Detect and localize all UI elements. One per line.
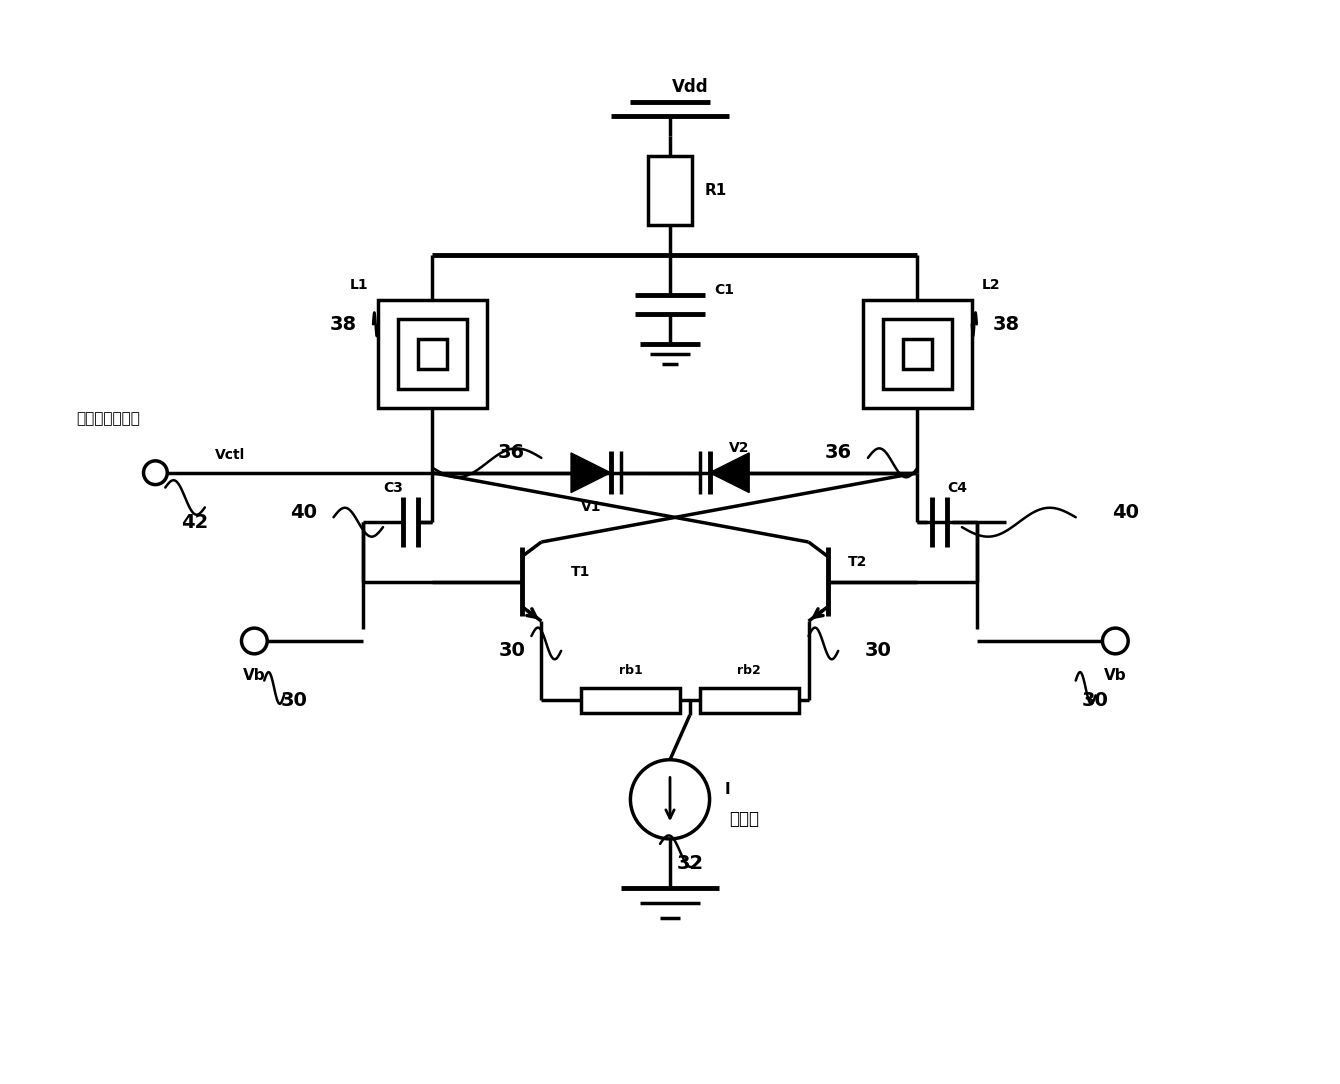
Text: V2: V2 — [729, 441, 749, 455]
Text: C1: C1 — [714, 283, 734, 297]
Text: 30: 30 — [864, 642, 891, 660]
Text: 30: 30 — [1083, 691, 1110, 710]
Bar — [418, 339, 448, 369]
Text: 30: 30 — [498, 642, 525, 660]
Text: R1: R1 — [705, 183, 726, 198]
Bar — [699, 688, 799, 712]
Text: C3: C3 — [383, 480, 403, 494]
Text: 恒流源: 恒流源 — [729, 810, 760, 828]
Text: V1: V1 — [580, 501, 602, 515]
Text: T1: T1 — [571, 565, 591, 579]
Polygon shape — [571, 453, 611, 492]
Text: rb1: rb1 — [619, 664, 642, 678]
Bar — [378, 299, 486, 409]
Text: 来自环路滤波器: 来自环路滤波器 — [76, 411, 141, 426]
Bar — [398, 320, 468, 388]
Text: Vb: Vb — [243, 668, 265, 683]
Polygon shape — [710, 453, 749, 492]
Text: L2: L2 — [982, 278, 1001, 292]
Bar — [883, 320, 951, 388]
FancyArrowPatch shape — [813, 609, 823, 617]
Text: C4: C4 — [947, 480, 967, 494]
Text: rb2: rb2 — [737, 664, 761, 678]
Text: 36: 36 — [824, 443, 852, 463]
Text: I: I — [725, 782, 730, 797]
Bar — [903, 339, 933, 369]
Text: 40: 40 — [1112, 503, 1139, 521]
Text: 38: 38 — [330, 314, 356, 334]
Text: Vctl: Vctl — [214, 448, 245, 462]
Text: L1: L1 — [350, 278, 368, 292]
Text: Vdd: Vdd — [671, 78, 708, 95]
Bar — [582, 688, 679, 712]
FancyArrowPatch shape — [527, 609, 536, 617]
Text: Vb: Vb — [1104, 668, 1127, 683]
Text: 30: 30 — [280, 691, 307, 710]
Text: 38: 38 — [993, 314, 1020, 334]
Bar — [649, 156, 691, 225]
Text: T2: T2 — [848, 555, 867, 569]
Bar — [863, 299, 972, 409]
Text: 36: 36 — [498, 443, 525, 463]
Text: 32: 32 — [677, 854, 704, 873]
Text: 42: 42 — [181, 513, 209, 532]
Text: 40: 40 — [291, 503, 318, 521]
